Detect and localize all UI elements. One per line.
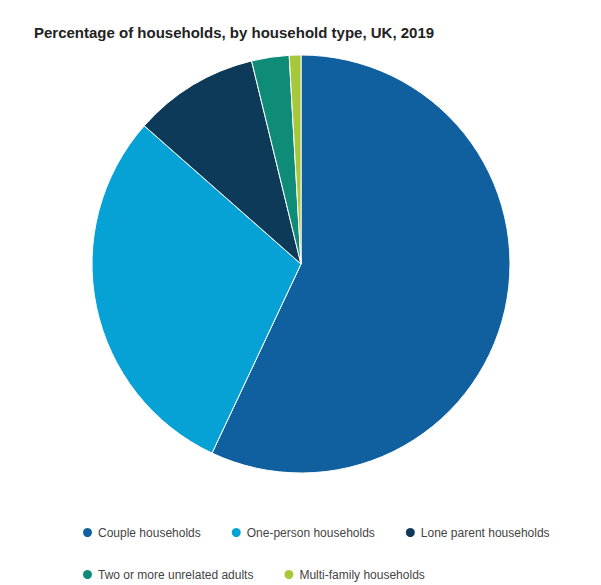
svg-text:Percentage of households, by h: Percentage of households, by household t… bbox=[34, 24, 434, 41]
svg-text:Lone parent households: Lone parent households bbox=[421, 526, 550, 540]
svg-text:Two or more unrelated adults: Two or more unrelated adults bbox=[98, 568, 253, 582]
svg-text:One-person households: One-person households bbox=[247, 526, 375, 540]
svg-text:Couple households: Couple households bbox=[98, 526, 201, 540]
svg-text:Multi-family households: Multi-family households bbox=[299, 568, 424, 582]
